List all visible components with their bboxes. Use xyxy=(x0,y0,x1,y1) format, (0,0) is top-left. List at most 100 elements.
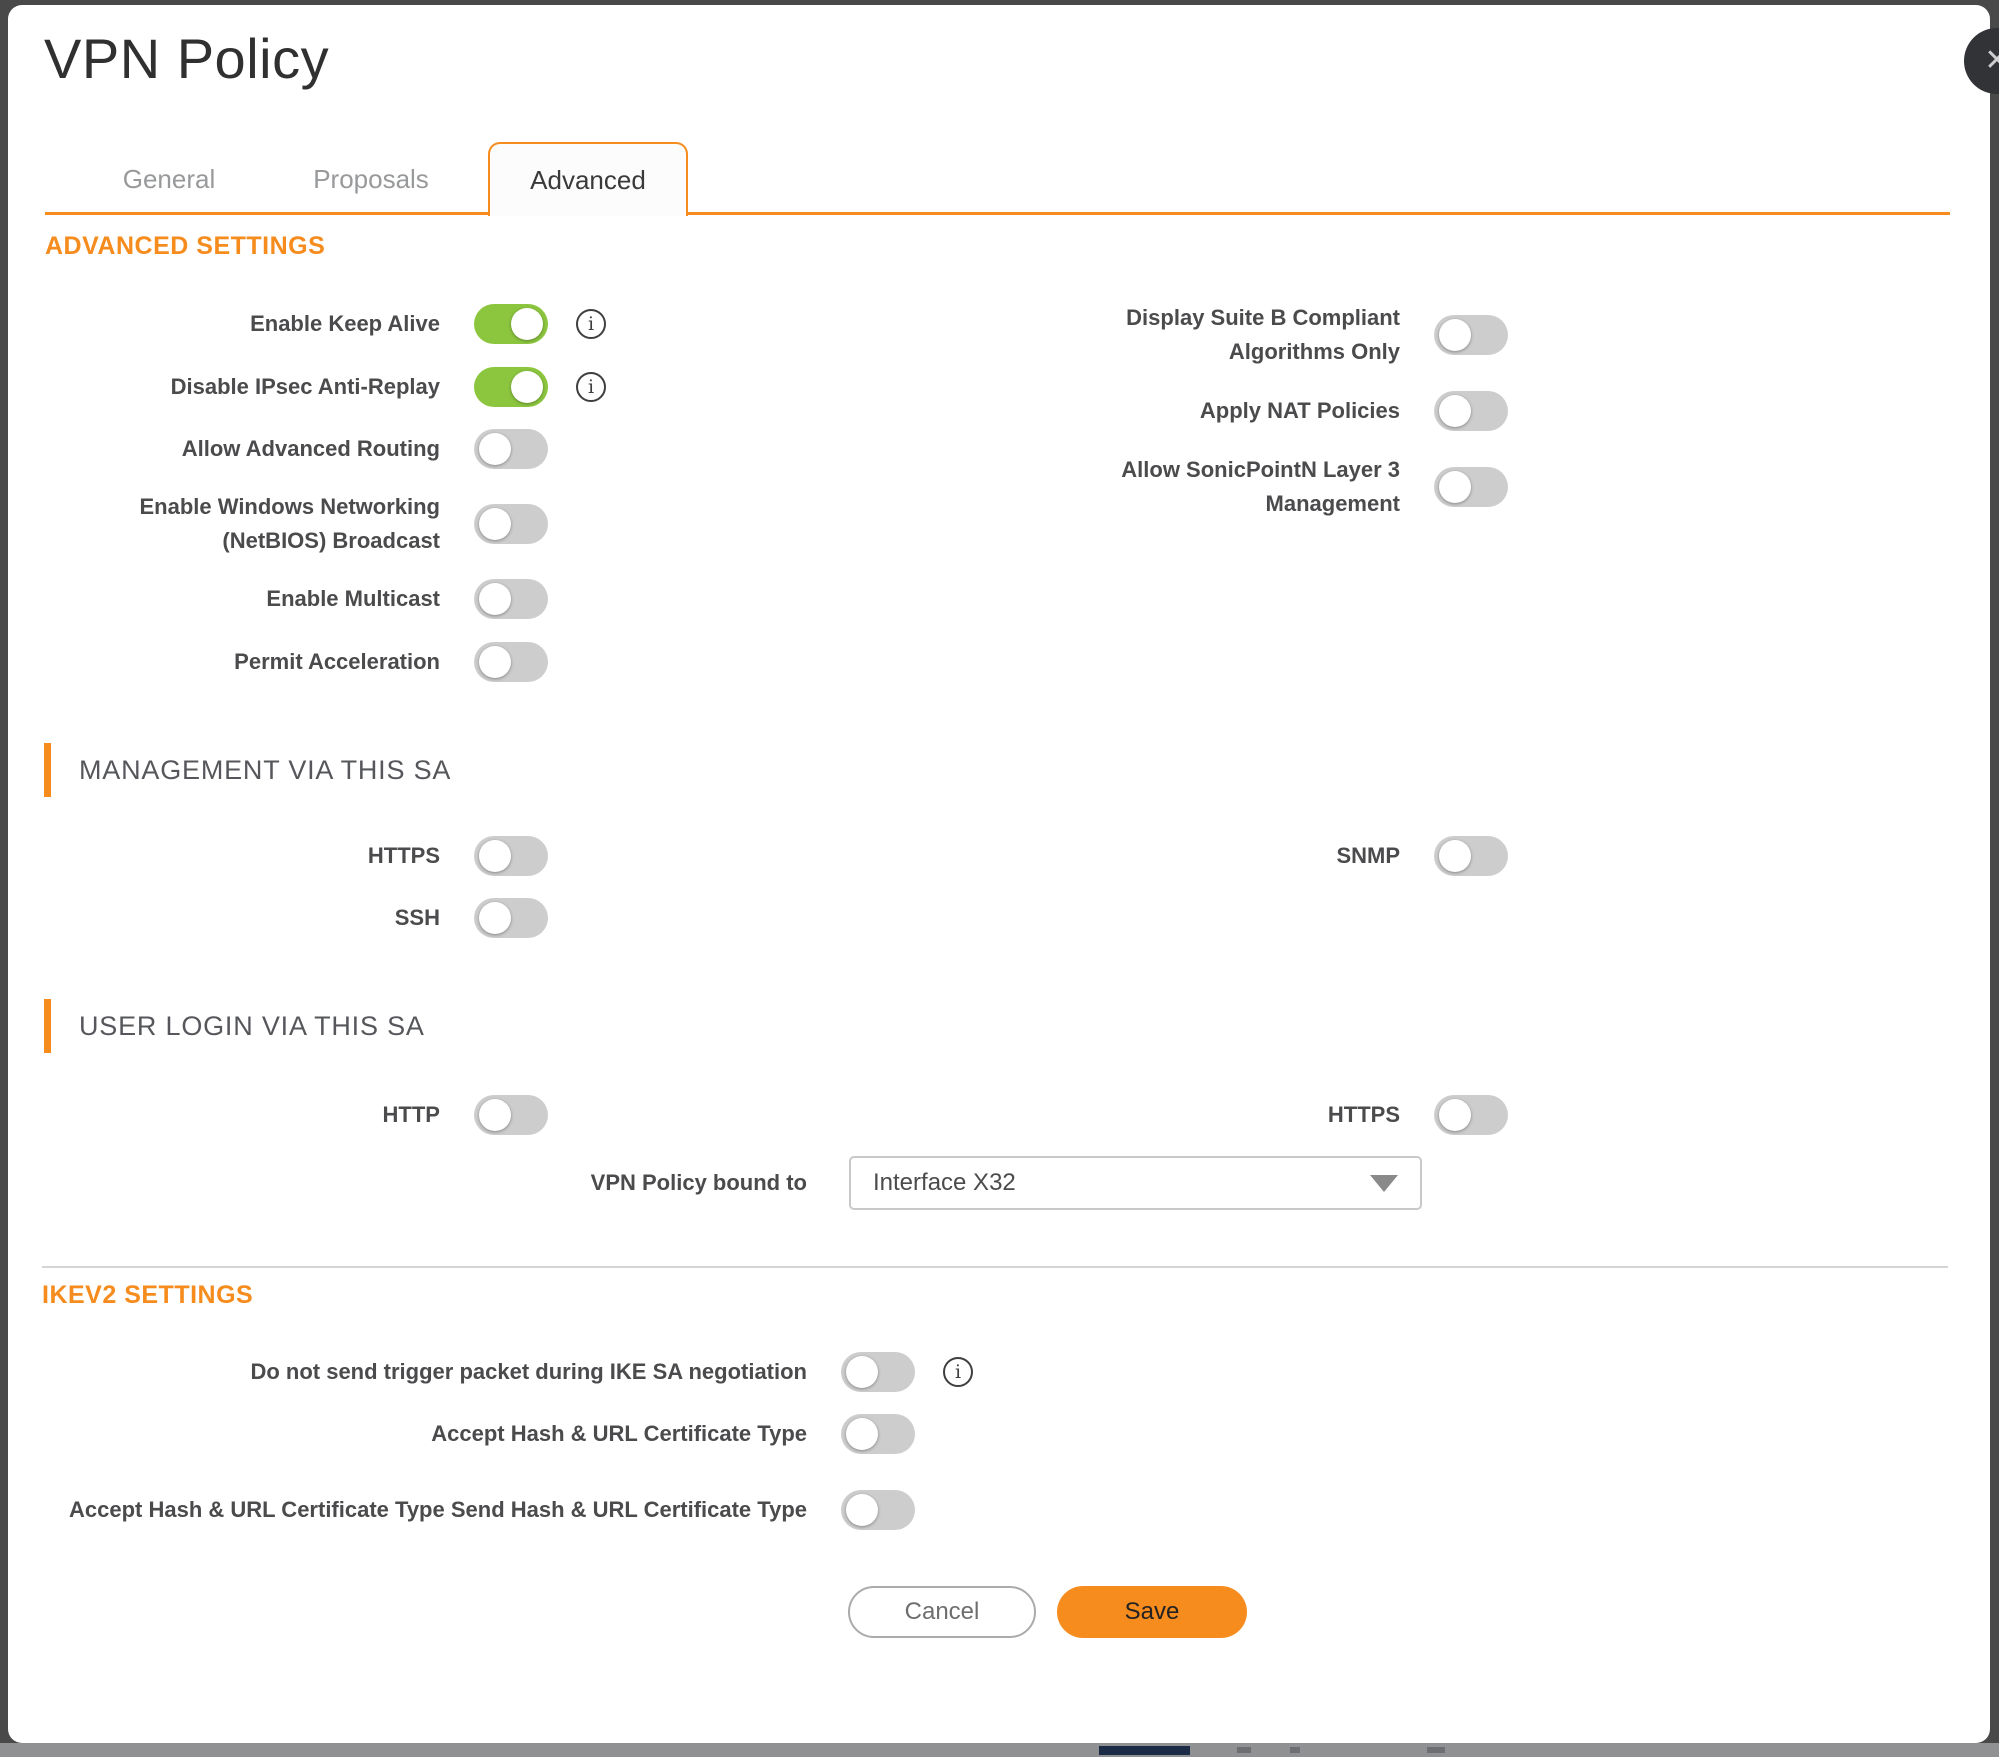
user-login-section-header: USER LOGIN VIA THIS SA xyxy=(44,999,425,1053)
setting-row: Allow SonicPointN Layer 3 Management xyxy=(1060,451,1508,523)
setting-label: Enable Multicast xyxy=(266,586,440,611)
tab-general[interactable]: General xyxy=(122,163,216,194)
ikev2-settings-heading: IKEV2 SETTINGS xyxy=(42,1281,254,1309)
setting-label: Enable Keep Alive xyxy=(250,311,440,336)
setting-row: Disable IPsec Anti-Replay i xyxy=(45,367,606,407)
setting-label: Accept Hash & URL Certificate Type xyxy=(431,1421,807,1446)
setting-row: Do not send trigger packet during IKE SA… xyxy=(45,1352,973,1392)
toggle-knob xyxy=(479,508,511,540)
setting-row: Display Suite B Compliant Algorithms Onl… xyxy=(1060,299,1508,371)
toggle-knob xyxy=(846,1494,878,1526)
info-glyph: i xyxy=(587,375,595,398)
toggle-user-login-http[interactable] xyxy=(474,1095,548,1135)
setting-row: Permit Acceleration xyxy=(45,642,548,682)
vpn-policy-dialog xyxy=(8,5,1990,1743)
setting-row: SNMP xyxy=(1060,836,1508,876)
toggle-knob xyxy=(511,371,543,403)
toggle-no-trigger-packet[interactable] xyxy=(841,1352,915,1392)
taskbar-mark xyxy=(1427,1747,1445,1753)
toggle-knob xyxy=(1439,840,1471,872)
close-glyph: ✕ xyxy=(1984,44,1999,77)
toggle-enable-multicast[interactable] xyxy=(474,579,548,619)
toggle-disable-ipsec-anti-replay[interactable] xyxy=(474,367,548,407)
toggle-send-hash-url-cert[interactable] xyxy=(841,1490,915,1530)
setting-row: Accept Hash & URL Certificate Type xyxy=(45,1414,915,1454)
tab-advanced[interactable]: Advanced xyxy=(488,142,688,216)
setting-label: SNMP xyxy=(1336,843,1400,868)
section-title: USER LOGIN VIA THIS SA xyxy=(79,1010,425,1041)
info-icon[interactable]: i xyxy=(576,309,606,339)
toggle-suite-b-compliant[interactable] xyxy=(1434,315,1508,355)
setting-label: Allow SonicPointN Layer 3 Management xyxy=(1121,457,1400,516)
taskbar-mark xyxy=(1237,1747,1251,1753)
setting-row: Apply NAT Policies xyxy=(1060,391,1508,431)
toggle-apply-nat-policies[interactable] xyxy=(1434,391,1508,431)
toggle-user-login-https[interactable] xyxy=(1434,1095,1508,1135)
toggle-knob xyxy=(479,1099,511,1131)
toggle-enable-keep-alive[interactable] xyxy=(474,304,548,344)
toggle-netbios-broadcast[interactable] xyxy=(474,504,548,544)
setting-label: HTTPS xyxy=(1327,1102,1400,1127)
taskbar-mark xyxy=(1290,1747,1300,1753)
setting-row: Enable Keep Alive i xyxy=(45,304,606,344)
info-glyph: i xyxy=(587,312,595,335)
setting-label: Allow Advanced Routing xyxy=(181,436,440,461)
cancel-button[interactable]: Cancel xyxy=(848,1586,1036,1638)
toggle-knob xyxy=(479,902,511,934)
toggle-management-https[interactable] xyxy=(474,836,548,876)
vpn-policy-bound-to-select[interactable]: Interface X32 xyxy=(849,1156,1422,1210)
save-button[interactable]: Save xyxy=(1057,1586,1247,1638)
info-glyph: i xyxy=(954,1360,962,1383)
setting-row: SSH xyxy=(45,898,548,938)
setting-row: Enable Windows Networking (NetBIOS) Broa… xyxy=(45,488,548,560)
setting-label: Permit Acceleration xyxy=(234,649,440,674)
info-icon[interactable]: i xyxy=(576,372,606,402)
setting-label: Display Suite B Compliant Algorithms Onl… xyxy=(1126,305,1400,364)
setting-label: Do not send trigger packet during IKE SA… xyxy=(250,1359,807,1384)
setting-row: HTTPS xyxy=(1060,1095,1508,1135)
section-accent-bar xyxy=(44,999,51,1053)
info-icon[interactable]: i xyxy=(943,1357,973,1387)
toggle-knob xyxy=(1439,471,1471,503)
setting-label: Disable IPsec Anti-Replay xyxy=(170,374,440,399)
setting-row: Allow Advanced Routing xyxy=(45,429,548,469)
setting-row: HTTPS xyxy=(45,836,548,876)
toggle-knob xyxy=(846,1356,878,1388)
toggle-allow-advanced-routing[interactable] xyxy=(474,429,548,469)
toggle-permit-acceleration[interactable] xyxy=(474,642,548,682)
tab-proposals[interactable]: Proposals xyxy=(313,163,429,194)
tab-underline xyxy=(45,212,1950,215)
section-accent-bar xyxy=(44,743,51,797)
toggle-knob xyxy=(511,308,543,340)
toggle-knob xyxy=(846,1418,878,1450)
setting-label: Enable Windows Networking (NetBIOS) Broa… xyxy=(139,494,441,553)
toggle-knob xyxy=(479,583,511,615)
toggle-sonicpointn-layer3[interactable] xyxy=(1434,467,1508,507)
selected-interface-value: Interface X32 xyxy=(873,1169,1016,1196)
setting-label: HTTP xyxy=(382,1102,440,1127)
background-window-fragment xyxy=(1099,1746,1190,1755)
toggle-knob xyxy=(1439,319,1471,351)
toggle-management-ssh[interactable] xyxy=(474,898,548,938)
toggle-knob xyxy=(1439,395,1471,427)
section-divider xyxy=(42,1266,1948,1268)
page-title: VPN Policy xyxy=(44,27,330,90)
bound-to-label: VPN Policy bound to xyxy=(590,1170,807,1195)
setting-row: HTTP xyxy=(45,1095,548,1135)
setting-row: Enable Multicast xyxy=(45,579,548,619)
toggle-knob xyxy=(479,646,511,678)
section-title: MANAGEMENT VIA THIS SA xyxy=(79,754,452,785)
setting-label: SSH xyxy=(394,905,440,930)
chevron-down-icon xyxy=(1370,1174,1398,1192)
background-taskbar xyxy=(0,1743,1999,1757)
bound-to-row: VPN Policy bound to xyxy=(45,1156,807,1210)
advanced-settings-heading: ADVANCED SETTINGS xyxy=(45,232,326,260)
setting-label: Apply NAT Policies xyxy=(1199,398,1400,423)
setting-row: Accept Hash & URL Certificate Type Send … xyxy=(45,1474,915,1546)
management-section-header: MANAGEMENT VIA THIS SA xyxy=(44,743,451,797)
toggle-management-snmp[interactable] xyxy=(1434,836,1508,876)
toggle-accept-hash-url-cert[interactable] xyxy=(841,1414,915,1454)
toggle-knob xyxy=(479,433,511,465)
toggle-knob xyxy=(479,840,511,872)
